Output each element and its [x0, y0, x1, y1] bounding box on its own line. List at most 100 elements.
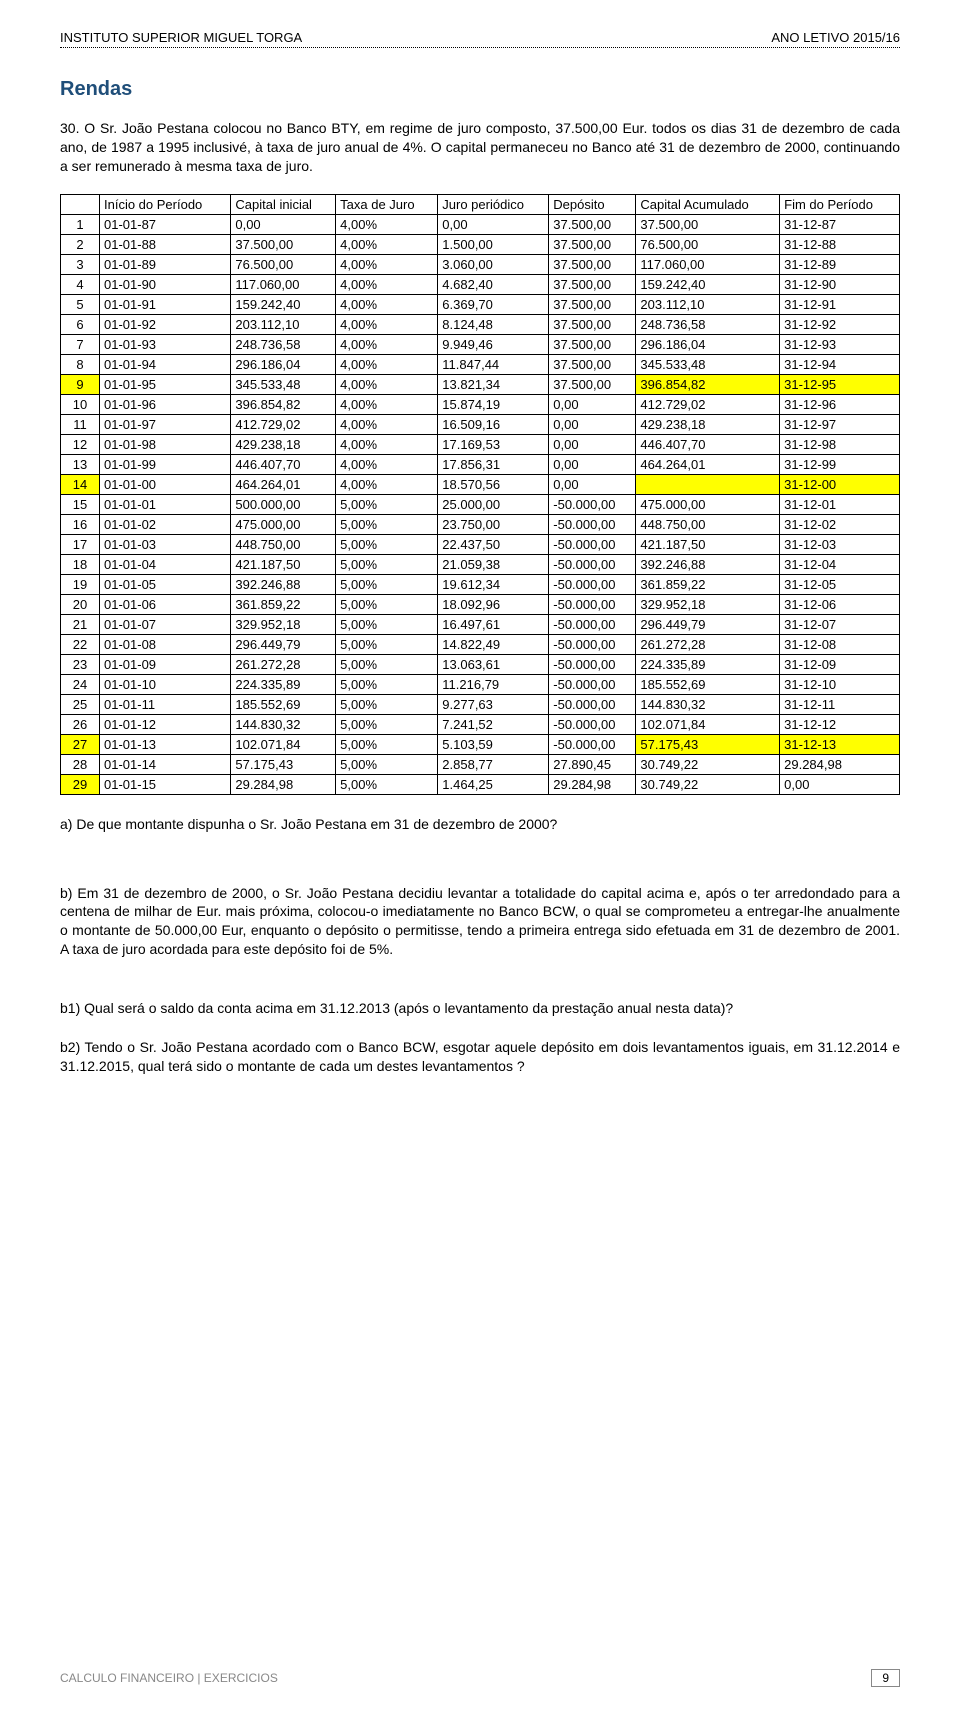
cell-dep: -50.000,00: [549, 594, 636, 614]
table-row: 2701-01-13102.071,845,00%5.103,59-50.000…: [61, 734, 900, 754]
cell-n: 23: [61, 654, 100, 674]
cell-dep: -50.000,00: [549, 574, 636, 594]
page-container: INSTITUTO SUPERIOR MIGUEL TORGA ANO LETI…: [0, 0, 960, 1717]
question-b1: b1) Qual será o saldo da conta acima em …: [60, 999, 900, 1018]
cell-dep: -50.000,00: [549, 614, 636, 634]
cell-dep: 0,00: [549, 434, 636, 454]
cell-ini: 01-01-89: [100, 254, 231, 274]
cell-n: 13: [61, 454, 100, 474]
table-row: 2201-01-08296.449,795,00%14.822,49-50.00…: [61, 634, 900, 654]
table-row: 1901-01-05392.246,885,00%19.612,34-50.00…: [61, 574, 900, 594]
cell-acc: 37.500,00: [636, 214, 780, 234]
cell-fim: 31-12-90: [780, 274, 900, 294]
cell-tax: 5,00%: [336, 694, 438, 714]
cell-n: 4: [61, 274, 100, 294]
table-row: 1201-01-98429.238,184,00%17.169,530,0044…: [61, 434, 900, 454]
table-row: 2901-01-1529.284,985,00%1.464,2529.284,9…: [61, 774, 900, 794]
cell-dep: -50.000,00: [549, 654, 636, 674]
cell-cap: 421.187,50: [231, 554, 336, 574]
question-b2: b2) Tendo o Sr. João Pestana acordado co…: [60, 1038, 900, 1076]
th-fim: Fim do Período: [780, 194, 900, 214]
table-row: 601-01-92203.112,104,00%8.124,4837.500,0…: [61, 314, 900, 334]
cell-acc: 261.272,28: [636, 634, 780, 654]
cell-acc: 446.407,70: [636, 434, 780, 454]
cell-dep: 27.890,45: [549, 754, 636, 774]
cell-ini: 01-01-94: [100, 354, 231, 374]
cell-acc: 396.854,82: [636, 374, 780, 394]
cell-ini: 01-01-95: [100, 374, 231, 394]
table-row: 2001-01-06361.859,225,00%18.092,96-50.00…: [61, 594, 900, 614]
cell-acc: 296.186,04: [636, 334, 780, 354]
table-row: 1601-01-02475.000,005,00%23.750,00-50.00…: [61, 514, 900, 534]
cell-tax: 4,00%: [336, 414, 438, 434]
cell-ini: 01-01-13: [100, 734, 231, 754]
cell-acc: 464.264,01: [636, 454, 780, 474]
cell-fim: 31-12-10: [780, 674, 900, 694]
table-row: 2601-01-12144.830,325,00%7.241,52-50.000…: [61, 714, 900, 734]
cell-jur: 17.169,53: [438, 434, 549, 454]
cell-n: 9: [61, 374, 100, 394]
cell-fim: 31-12-07: [780, 614, 900, 634]
question-b: b) Em 31 de dezembro de 2000, o Sr. João…: [60, 884, 900, 960]
table-row: 101-01-870,004,00%0,0037.500,0037.500,00…: [61, 214, 900, 234]
table-row: 801-01-94296.186,044,00%11.847,4437.500,…: [61, 354, 900, 374]
question-a: a) De que montante dispunha o Sr. João P…: [60, 815, 900, 834]
cell-ini: 01-01-97: [100, 414, 231, 434]
cell-cap: 29.284,98: [231, 774, 336, 794]
cell-ini: 01-01-88: [100, 234, 231, 254]
cell-cap: 102.071,84: [231, 734, 336, 754]
cell-ini: 01-01-03: [100, 534, 231, 554]
cell-ini: 01-01-15: [100, 774, 231, 794]
cell-dep: -50.000,00: [549, 734, 636, 754]
cell-cap: 248.736,58: [231, 334, 336, 354]
cell-fim: 31-12-92: [780, 314, 900, 334]
cell-tax: 5,00%: [336, 674, 438, 694]
cell-cap: 117.060,00: [231, 274, 336, 294]
table-row: 501-01-91159.242,404,00%6.369,7037.500,0…: [61, 294, 900, 314]
cell-ini: 01-01-07: [100, 614, 231, 634]
table-row: 2101-01-07329.952,185,00%16.497,61-50.00…: [61, 614, 900, 634]
cell-ini: 01-01-08: [100, 634, 231, 654]
cell-cap: 159.242,40: [231, 294, 336, 314]
table-row: 2501-01-11185.552,695,00%9.277,63-50.000…: [61, 694, 900, 714]
cell-jur: 3.060,00: [438, 254, 549, 274]
cell-dep: 0,00: [549, 474, 636, 494]
cell-ini: 01-01-04: [100, 554, 231, 574]
cell-ini: 01-01-87: [100, 214, 231, 234]
cell-cap: 296.186,04: [231, 354, 336, 374]
cell-fim: 31-12-02: [780, 514, 900, 534]
cell-jur: 11.216,79: [438, 674, 549, 694]
th-taxa: Taxa de Juro: [336, 194, 438, 214]
cell-ini: 01-01-96: [100, 394, 231, 414]
cell-acc: 329.952,18: [636, 594, 780, 614]
cell-n: 6: [61, 314, 100, 334]
cell-cap: 446.407,70: [231, 454, 336, 474]
cell-acc: 345.533,48: [636, 354, 780, 374]
cell-tax: 5,00%: [336, 734, 438, 754]
cell-acc: 475.000,00: [636, 494, 780, 514]
cell-tax: 5,00%: [336, 634, 438, 654]
table-row: 1401-01-00464.264,014,00%18.570,560,0031…: [61, 474, 900, 494]
th-index: [61, 194, 100, 214]
cell-n: 14: [61, 474, 100, 494]
intro-paragraph: 30. O Sr. João Pestana colocou no Banco …: [60, 119, 900, 176]
cell-cap: 412.729,02: [231, 414, 336, 434]
cell-jur: 11.847,44: [438, 354, 549, 374]
cell-acc: 448.750,00: [636, 514, 780, 534]
cell-tax: 5,00%: [336, 494, 438, 514]
cell-dep: 0,00: [549, 414, 636, 434]
cell-cap: 185.552,69: [231, 694, 336, 714]
table-row: 1701-01-03448.750,005,00%22.437,50-50.00…: [61, 534, 900, 554]
cell-tax: 5,00%: [336, 594, 438, 614]
cell-dep: 0,00: [549, 394, 636, 414]
page-footer: CALCULO FINANCEIRO | EXERCICIOS 9: [60, 1669, 900, 1687]
cell-tax: 4,00%: [336, 354, 438, 374]
cell-cap: 37.500,00: [231, 234, 336, 254]
cell-fim: 31-12-96: [780, 394, 900, 414]
cell-fim: 31-12-11: [780, 694, 900, 714]
cell-tax: 4,00%: [336, 334, 438, 354]
cell-n: 24: [61, 674, 100, 694]
cell-fim: 31-12-98: [780, 434, 900, 454]
cell-cap: 57.175,43: [231, 754, 336, 774]
cell-jur: 4.682,40: [438, 274, 549, 294]
